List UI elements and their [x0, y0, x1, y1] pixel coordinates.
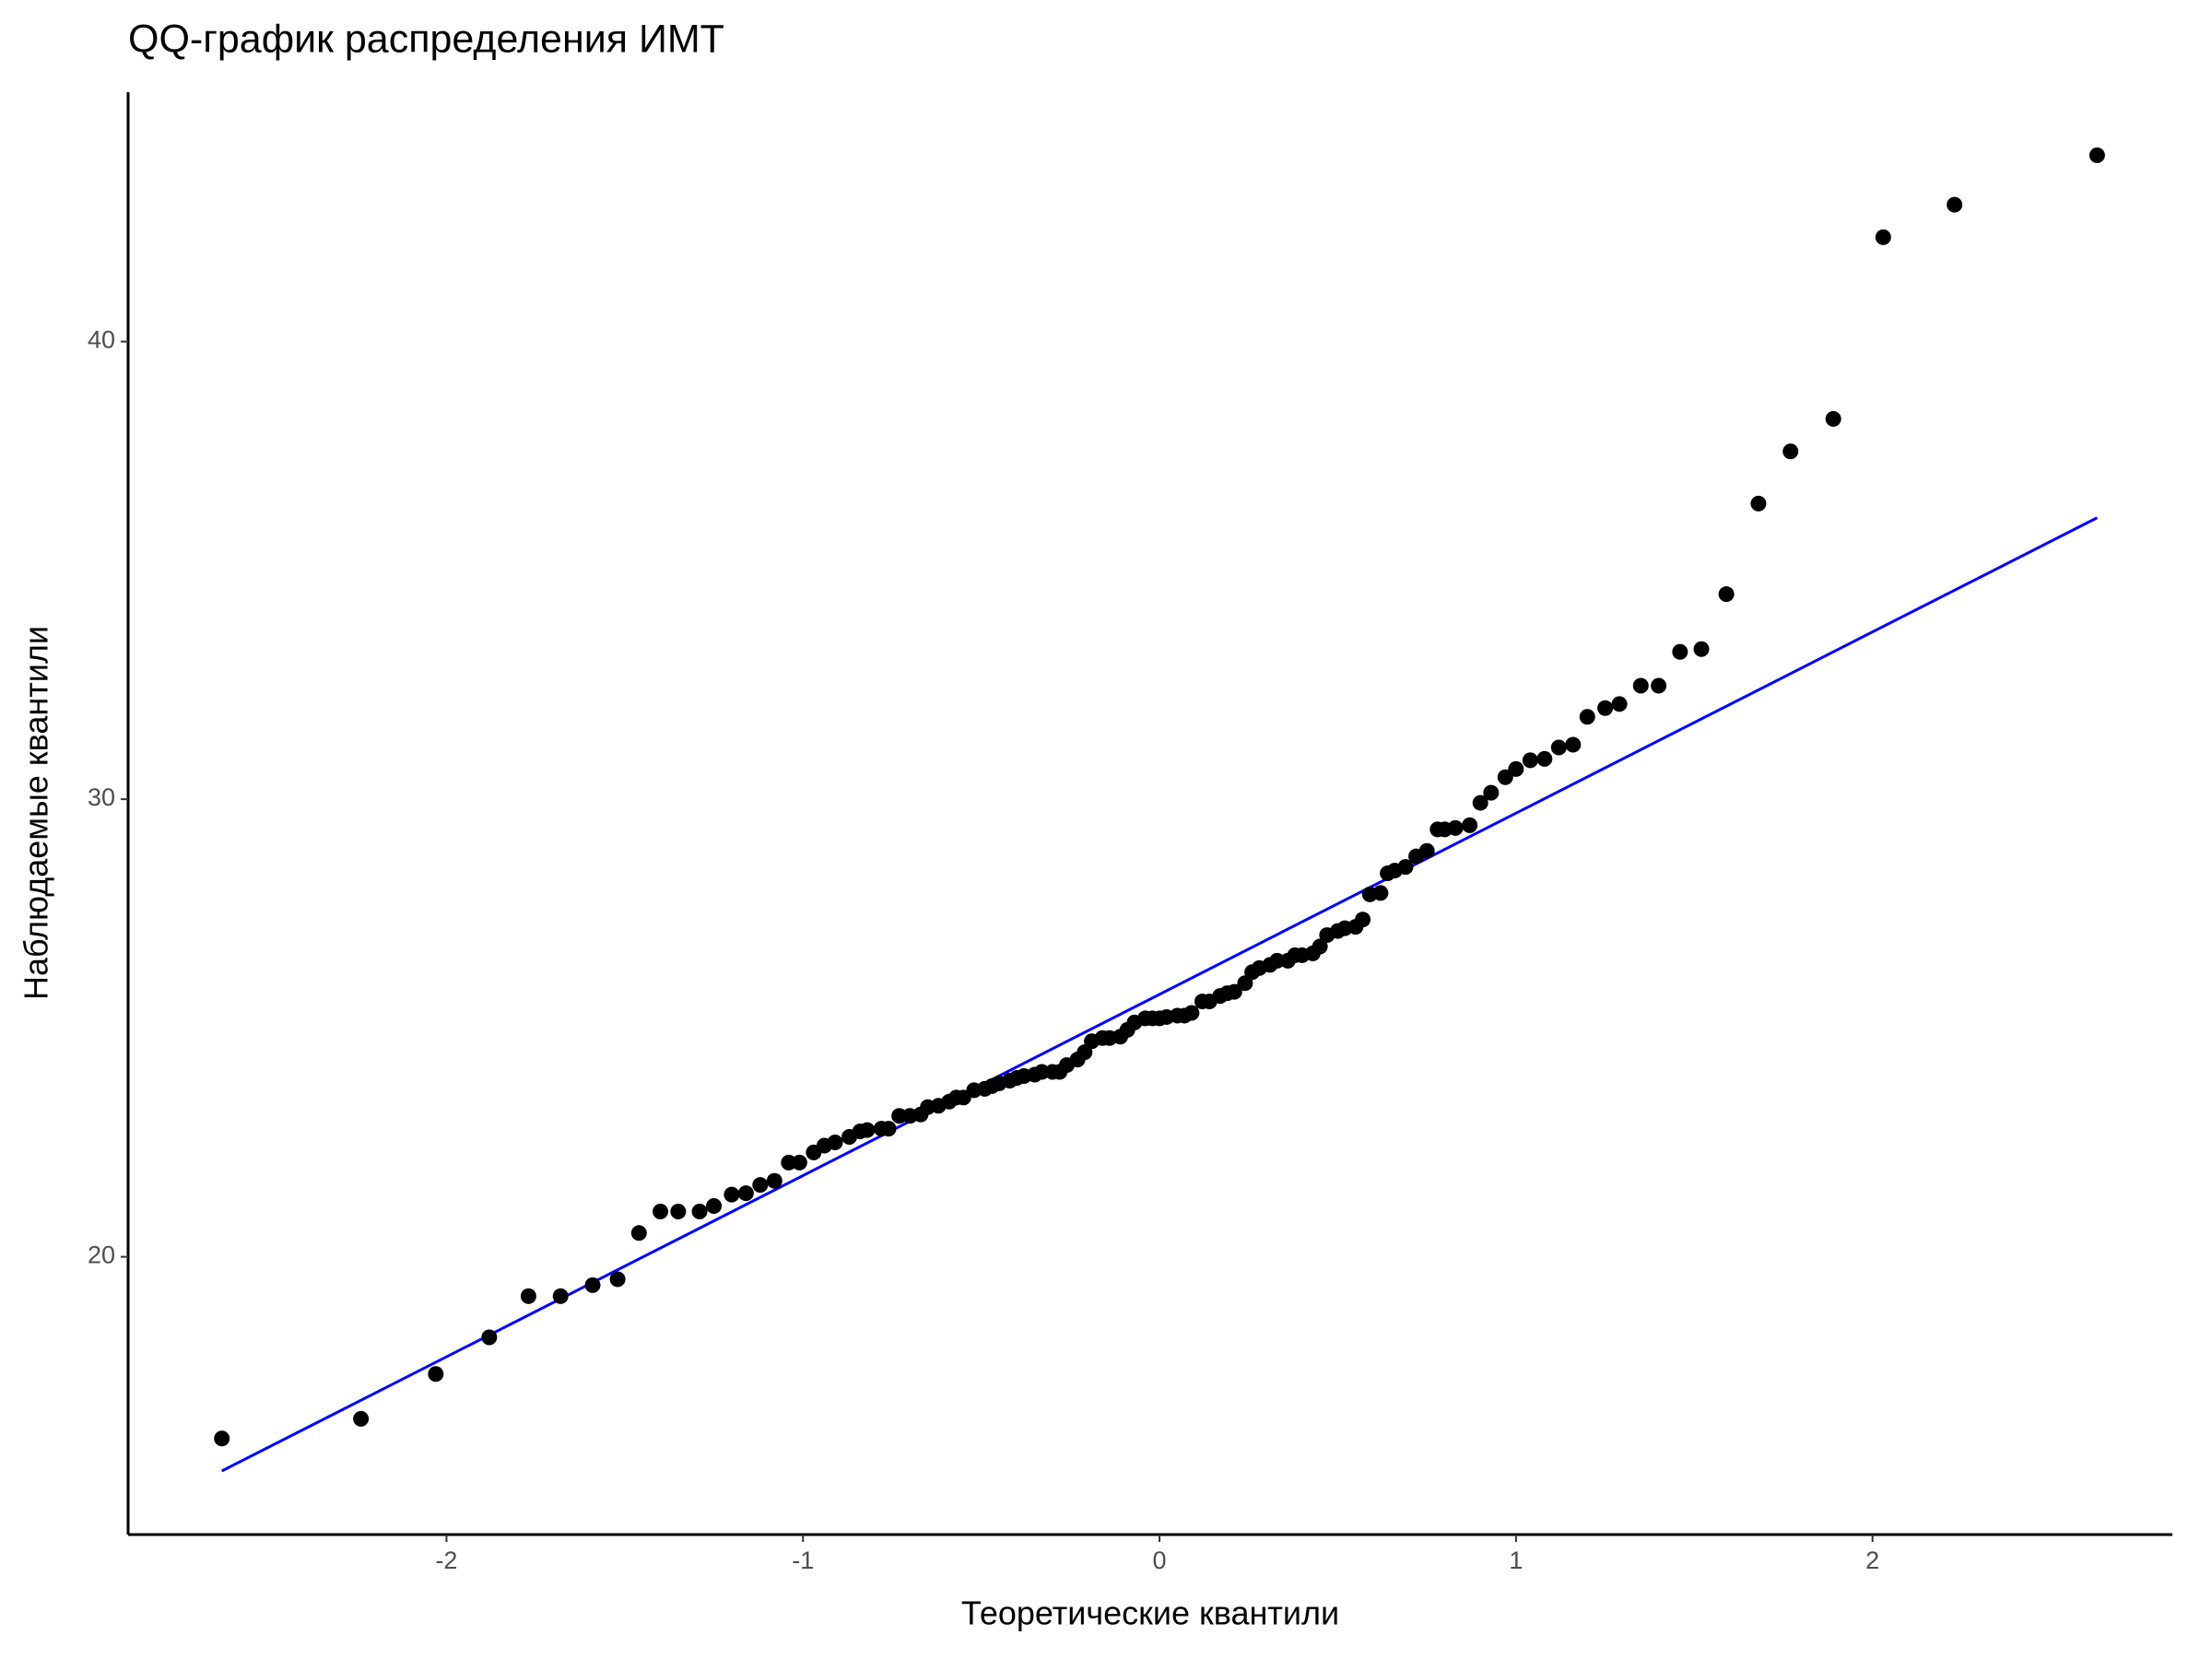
point [1447, 819, 1464, 836]
point [1226, 983, 1242, 1000]
point [691, 1203, 708, 1219]
point [1651, 677, 1667, 694]
point [766, 1172, 782, 1189]
point [1875, 229, 1891, 245]
y-tick-label: 20 [88, 1241, 115, 1269]
point [752, 1177, 769, 1194]
point [1611, 696, 1628, 712]
point [670, 1203, 687, 1219]
point [1597, 700, 1614, 716]
point [214, 1430, 230, 1447]
point [1579, 709, 1595, 725]
point [1483, 784, 1500, 801]
x-tick-label: 0 [1153, 1547, 1167, 1574]
point [1672, 643, 1688, 660]
point [1947, 196, 1963, 213]
point [880, 1121, 897, 1137]
point [1565, 736, 1582, 753]
point [353, 1410, 370, 1427]
y-tick-label: 30 [88, 783, 115, 811]
point [653, 1203, 669, 1219]
point [428, 1366, 444, 1382]
point [1183, 1005, 1200, 1021]
point [827, 1134, 843, 1150]
point [2088, 147, 2105, 164]
point [1418, 842, 1435, 859]
point [1693, 641, 1710, 657]
point [1718, 586, 1735, 603]
chart-title: QQ-график распределения ИМТ [128, 17, 724, 61]
point [1355, 912, 1371, 928]
point [1508, 760, 1524, 777]
point [481, 1329, 498, 1346]
point [1550, 739, 1567, 756]
point [552, 1288, 569, 1304]
point [1536, 750, 1553, 767]
point [1372, 885, 1389, 901]
point [1497, 769, 1513, 785]
point [1632, 677, 1649, 694]
x-axis-title: Теоретические квантили [961, 1594, 1339, 1632]
x-tick-label: 1 [1509, 1547, 1523, 1574]
point [609, 1271, 626, 1288]
reference-line [221, 516, 2099, 1473]
x-tick-label: -2 [435, 1547, 457, 1574]
point [584, 1277, 601, 1293]
point [630, 1225, 647, 1241]
point [737, 1185, 754, 1202]
y-tick-label: 40 [88, 326, 115, 354]
point [1397, 859, 1414, 876]
point [520, 1288, 536, 1304]
point [1462, 817, 1478, 833]
point [1522, 752, 1538, 769]
point [1825, 411, 1841, 428]
point [791, 1154, 807, 1171]
x-tick-label: -1 [792, 1547, 814, 1574]
point [1750, 495, 1767, 512]
y-axis-title: Наблюдаемые квантили [18, 626, 55, 1000]
point [706, 1198, 723, 1215]
point [1472, 794, 1488, 811]
x-tick-label: 2 [1865, 1547, 1879, 1574]
point [859, 1122, 876, 1138]
point [1783, 443, 1799, 460]
point [724, 1186, 740, 1203]
point [1312, 938, 1328, 955]
